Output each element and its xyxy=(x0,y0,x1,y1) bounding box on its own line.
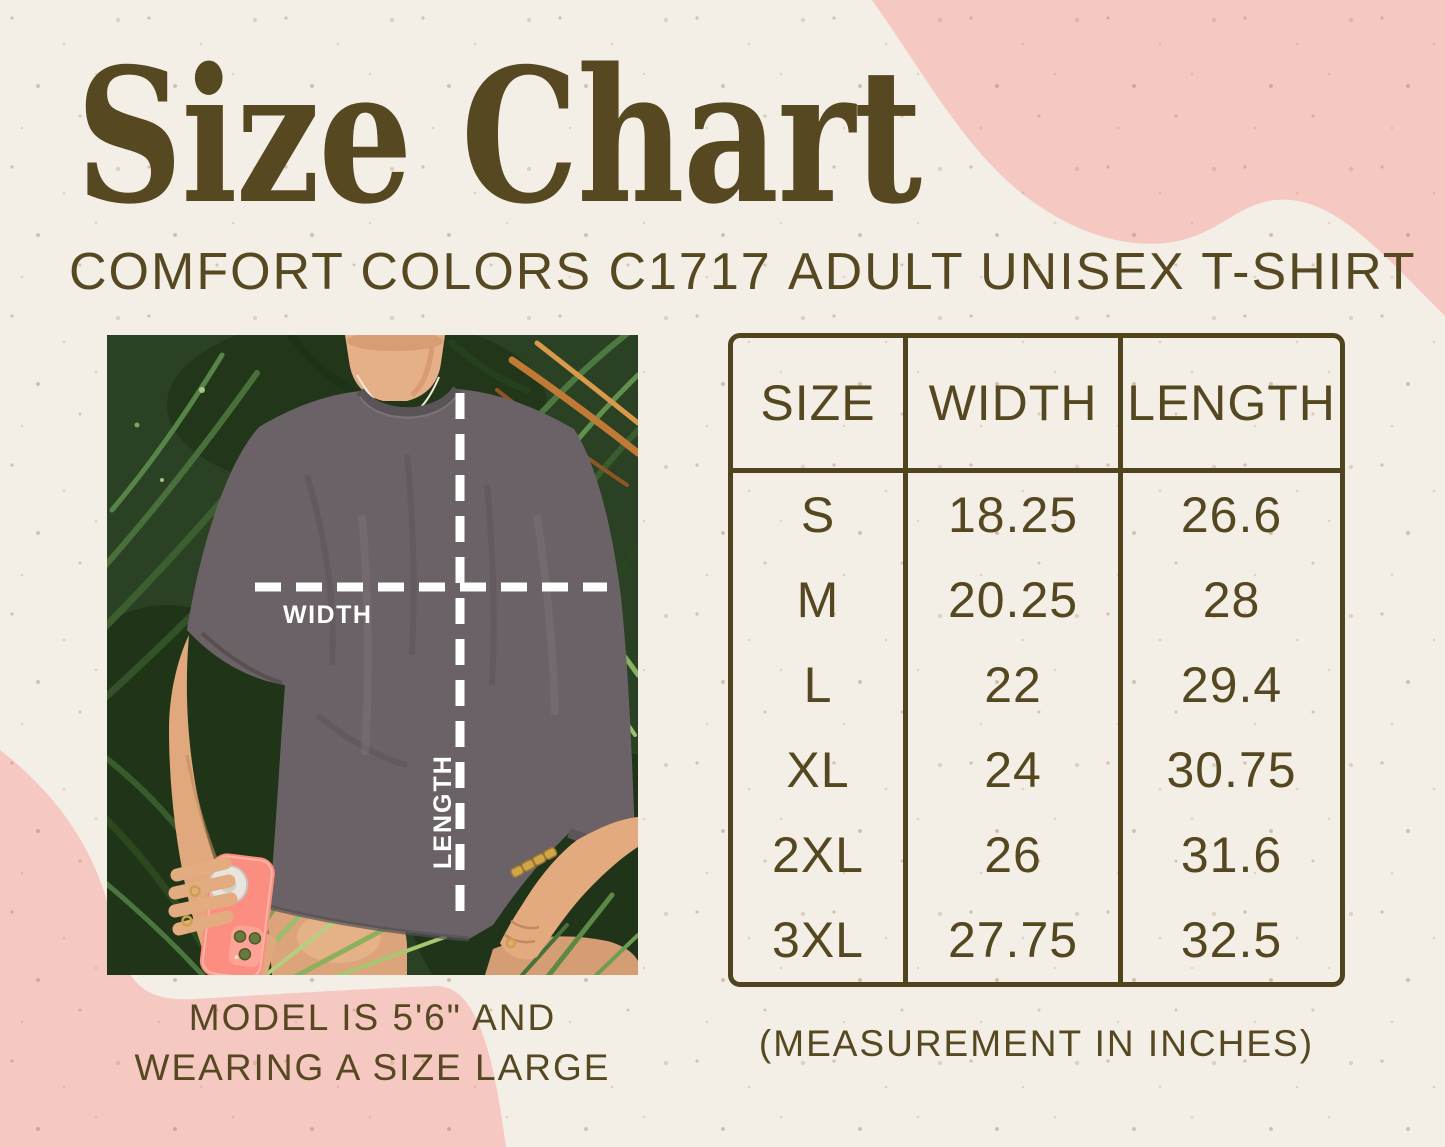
column-header-length: LENGTH xyxy=(1118,338,1340,473)
length-cell: 29.4 xyxy=(1118,642,1340,728)
pink-blob-bottom-left xyxy=(0,750,506,1147)
width-cell: 22 xyxy=(903,642,1118,728)
model-caption-line1: MODEL IS 5'6" AND xyxy=(188,997,557,1038)
measurement-unit-note: (MEASUREMENT IN INCHES) xyxy=(758,1023,1315,1064)
model-right-arm xyxy=(500,817,638,960)
size-cell: L xyxy=(803,657,833,714)
length-cell: 32.5 xyxy=(1118,897,1340,982)
pink-blob-top-right xyxy=(872,0,1445,316)
size-cell: XL xyxy=(786,741,850,798)
gold-ring-right xyxy=(505,937,517,949)
gold-bracelet xyxy=(510,846,558,878)
length-cell: 31.6 xyxy=(1118,812,1340,898)
size-cell: 3XL xyxy=(772,911,864,968)
length-cell: 26.6 xyxy=(1118,473,1340,558)
width-cell: 24 xyxy=(903,727,1118,813)
width-label: WIDTH xyxy=(283,601,372,629)
product-subtitle: ADULT UNISEX T-SHIRT xyxy=(788,243,1417,301)
width-cell: 18.25 xyxy=(903,473,1118,558)
size-cell: M xyxy=(796,572,840,629)
gold-rings-left xyxy=(181,885,201,927)
column-header-width: WIDTH xyxy=(903,338,1118,473)
size-table: SIZE WIDTH LENGTH S 18.25 26.6 M 20.25 2… xyxy=(728,333,1345,987)
size-cell: 2XL xyxy=(772,826,864,883)
size-cell: S xyxy=(800,487,836,544)
width-cell: 20.25 xyxy=(903,557,1118,643)
width-cell: 26 xyxy=(903,812,1118,898)
model-photo: WIDTH LENGTH xyxy=(107,335,638,975)
model-caption: MODEL IS 5'6" AND WEARING A SIZE LARGE xyxy=(107,993,638,1093)
phone-camera-module xyxy=(228,925,264,968)
tshirt-collar xyxy=(356,386,461,417)
page-title: Size Chart xyxy=(76,27,922,245)
length-cell: 30.75 xyxy=(1118,727,1340,813)
width-cell: 27.75 xyxy=(903,897,1118,982)
column-header-size: SIZE xyxy=(733,338,903,473)
model-neck xyxy=(345,335,445,401)
model-caption-line2: WEARING A SIZE LARGE xyxy=(134,1047,611,1088)
model-left-hand xyxy=(168,856,238,936)
length-cell: 28 xyxy=(1118,557,1340,643)
length-label: LENGTH xyxy=(429,754,457,869)
tshirt xyxy=(187,386,635,942)
brand-subtitle: COMFORT COLORS C1717 xyxy=(69,243,772,301)
